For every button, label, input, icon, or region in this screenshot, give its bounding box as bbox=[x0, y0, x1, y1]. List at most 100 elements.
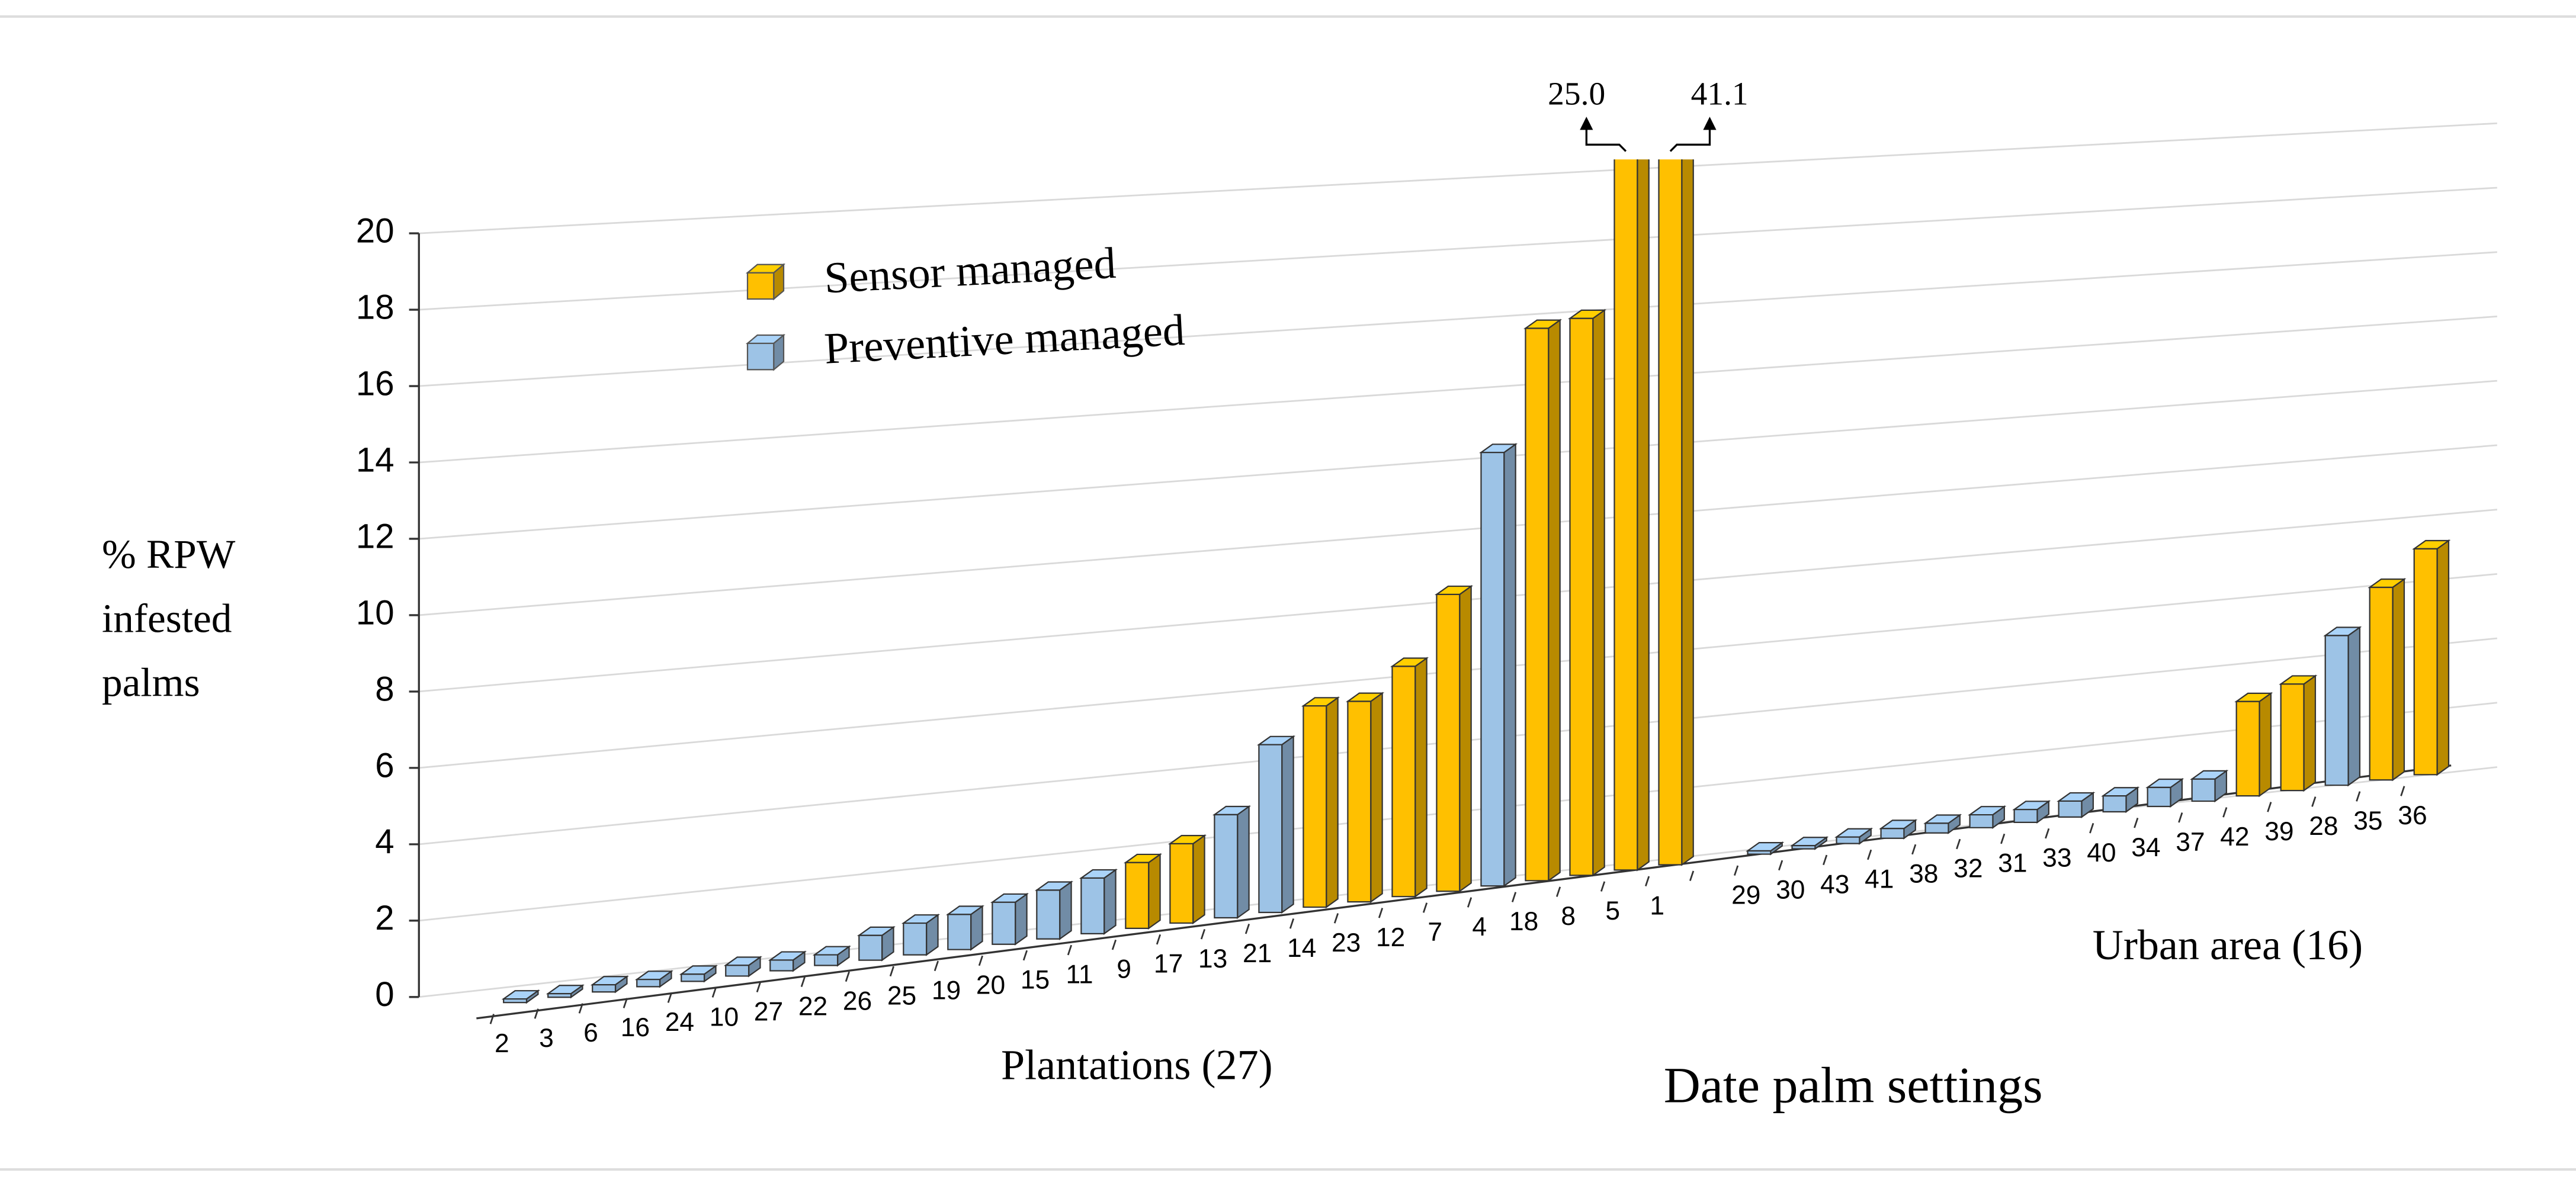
x-tick-label: 27 bbox=[754, 997, 783, 1026]
bar bbox=[1214, 814, 1239, 919]
x-tick bbox=[1067, 944, 1073, 956]
x-tick-label: 38 bbox=[1909, 860, 1938, 889]
x-tick bbox=[1600, 881, 1606, 892]
bar-side bbox=[1681, 159, 1694, 866]
x-tick bbox=[1511, 892, 1517, 902]
x-tick bbox=[1734, 865, 1739, 876]
y-axis-label: infested bbox=[102, 595, 232, 641]
x-tick bbox=[978, 955, 983, 966]
bar bbox=[2013, 809, 2038, 823]
bar bbox=[1969, 814, 1994, 828]
bar bbox=[1080, 877, 1105, 934]
x-tick bbox=[2400, 786, 2405, 796]
y-tick-label: 4 bbox=[375, 822, 394, 861]
bar-side bbox=[2303, 674, 2317, 792]
x-tick-label: 13 bbox=[1198, 944, 1227, 973]
bar bbox=[1880, 828, 1905, 839]
bar bbox=[2058, 800, 2083, 818]
y-tick-label: 16 bbox=[356, 364, 394, 403]
bar-side bbox=[1503, 443, 1516, 888]
x-tick-label: 6 bbox=[583, 1018, 598, 1047]
value-label: 41.1 bbox=[1691, 76, 1749, 112]
x-tick bbox=[2222, 807, 2228, 818]
x-tick bbox=[711, 987, 717, 998]
x-tick-label: 9 bbox=[1117, 955, 1131, 984]
bar-side bbox=[1148, 853, 1161, 930]
x-tick-label: 28 bbox=[2309, 812, 2338, 841]
bar bbox=[1747, 850, 1772, 855]
x-tick-label: 15 bbox=[1021, 966, 1050, 995]
bar bbox=[636, 979, 661, 988]
label-leader bbox=[1669, 123, 1711, 152]
group-label: Urban area (16) bbox=[2093, 921, 2363, 969]
grid-line bbox=[419, 187, 2497, 311]
bar bbox=[503, 998, 528, 1004]
bar bbox=[547, 993, 572, 998]
grid-line bbox=[419, 122, 2497, 234]
bars bbox=[501, 31, 2451, 1004]
x-tick bbox=[933, 960, 939, 972]
x-tick-label: 40 bbox=[2087, 838, 2116, 867]
group-label: Plantations (27) bbox=[1001, 1041, 1273, 1088]
x-tick-label: 30 bbox=[1776, 875, 1805, 904]
x-tick-label: 10 bbox=[710, 1002, 739, 1031]
bar bbox=[1347, 700, 1372, 903]
legend-swatch bbox=[746, 272, 775, 300]
x-tick bbox=[2356, 791, 2361, 802]
bar bbox=[903, 922, 928, 956]
x-tick-label: 7 bbox=[1427, 918, 1442, 947]
x-tick-label: 14 bbox=[1287, 934, 1316, 963]
x-tick bbox=[1378, 908, 1384, 918]
grid-line bbox=[419, 251, 2497, 387]
x-tick-label: 39 bbox=[2264, 817, 2293, 846]
bar-top bbox=[1615, 31, 1649, 40]
x-tick-label: 26 bbox=[843, 986, 872, 1015]
bar-side bbox=[1637, 159, 1650, 872]
x-tick bbox=[1200, 928, 1206, 940]
x-tick-label: 22 bbox=[798, 992, 827, 1021]
bar bbox=[769, 959, 794, 972]
x-tick bbox=[1422, 902, 1428, 913]
bar bbox=[947, 914, 972, 950]
x-tick-label: 17 bbox=[1154, 950, 1183, 979]
x-tick bbox=[1823, 854, 1828, 866]
bar bbox=[1658, 159, 1683, 866]
x-tick bbox=[756, 982, 761, 992]
bar-side bbox=[1281, 735, 1294, 914]
x-tick-label: 1 bbox=[1650, 891, 1664, 920]
x-tick-label: 24 bbox=[665, 1008, 694, 1037]
bar bbox=[2413, 548, 2438, 776]
bar-side bbox=[1548, 319, 1561, 882]
bar bbox=[814, 954, 839, 966]
bar bbox=[2280, 683, 2305, 792]
x-tick bbox=[1867, 849, 1872, 860]
x-tick bbox=[2089, 822, 2094, 834]
y-tick-label: 18 bbox=[356, 288, 394, 326]
bar bbox=[1791, 844, 1816, 850]
bar-side bbox=[1370, 692, 1383, 904]
x-tick bbox=[534, 1008, 539, 1019]
bar bbox=[1391, 666, 1416, 898]
x-tick-label: 36 bbox=[2398, 801, 2427, 830]
bar bbox=[1125, 862, 1150, 929]
legend-label: Preventive managed bbox=[823, 306, 1186, 374]
label-arrow bbox=[1703, 117, 1717, 130]
y-tick-label: 2 bbox=[375, 899, 394, 937]
bar bbox=[1303, 705, 1327, 908]
x-tick bbox=[889, 966, 894, 977]
label-arrow bbox=[1580, 117, 1593, 130]
x-tick-label: 3 bbox=[539, 1024, 554, 1053]
bar bbox=[1525, 327, 1550, 882]
bar bbox=[1436, 593, 1461, 892]
bar bbox=[725, 965, 750, 977]
x-tick-label: 5 bbox=[1605, 896, 1620, 925]
bar-side bbox=[1592, 308, 1605, 877]
grid-line bbox=[419, 380, 2497, 540]
bar-side bbox=[1326, 696, 1339, 909]
bar-side bbox=[1192, 834, 1205, 925]
y-tick-label: 6 bbox=[375, 746, 394, 785]
bar bbox=[1613, 159, 1638, 871]
x-tick-label: 34 bbox=[2131, 833, 2160, 862]
x-axis-label: Date palm settings bbox=[1664, 1057, 2043, 1114]
